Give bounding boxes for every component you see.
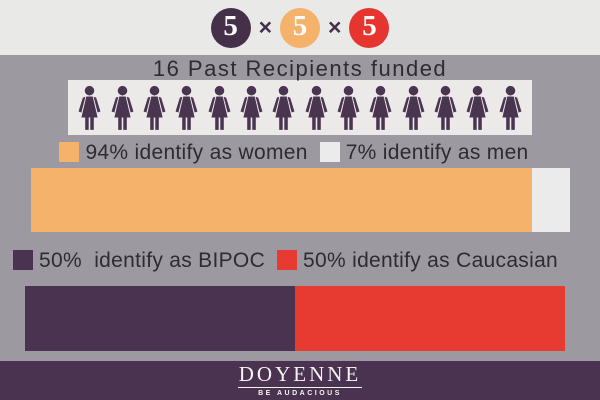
woman-icon bbox=[499, 85, 522, 130]
bar-segment-men bbox=[532, 168, 570, 232]
gender-legend: 94% identify as women 7% identify as men bbox=[0, 140, 600, 164]
legend-swatch-caucasian bbox=[277, 250, 298, 270]
woman-icon bbox=[111, 85, 134, 130]
logo-circle-purple: 5 bbox=[210, 7, 251, 48]
woman-icon bbox=[337, 85, 360, 130]
chart-area: 16 Past Recipients funded bbox=[0, 55, 600, 361]
brand-tagline: BE AUDACIOUS bbox=[258, 390, 342, 397]
logo-circle-red: 5 bbox=[349, 7, 390, 48]
woman-icon bbox=[434, 85, 457, 130]
legend-swatch-women bbox=[59, 142, 80, 162]
woman-icon bbox=[208, 85, 231, 130]
footer-band: DOYENNE BE AUDACIOUS bbox=[0, 361, 600, 400]
woman-icon bbox=[143, 85, 166, 130]
woman-icon bbox=[272, 85, 295, 130]
woman-icon bbox=[240, 85, 263, 130]
logo-circle-orange: 5 bbox=[280, 7, 320, 48]
pictograph-row bbox=[68, 80, 532, 135]
woman-icon bbox=[369, 85, 392, 130]
woman-icon bbox=[305, 85, 328, 130]
legend-label-men: 7% identify as men bbox=[345, 140, 529, 164]
brand-wordmark: DOYENNE bbox=[237, 362, 363, 388]
bar-segment-bipoc bbox=[25, 286, 295, 351]
multiply-icon: × bbox=[328, 14, 342, 40]
logo-banner: 5 × 5 × 5 bbox=[0, 0, 600, 55]
legend-label-women: 94% identify as women bbox=[85, 140, 308, 164]
multiply-icon: × bbox=[258, 14, 272, 40]
brand-lockup: DOYENNE BE AUDACIOUS bbox=[237, 362, 363, 397]
woman-icon bbox=[175, 85, 198, 130]
race-bar bbox=[25, 286, 565, 351]
page-title: 16 Past Recipients funded bbox=[152, 56, 448, 81]
bar-segment-caucasian bbox=[295, 286, 565, 351]
legend-label-caucasian: 50% identify as Caucasian bbox=[303, 248, 559, 272]
woman-icon bbox=[402, 85, 425, 130]
legend-swatch-men bbox=[319, 142, 340, 162]
legend-label-bipoc: 50% identify as BIPOC bbox=[39, 248, 266, 272]
woman-icon bbox=[78, 85, 101, 130]
woman-icon bbox=[466, 85, 489, 130]
legend-swatch-bipoc bbox=[13, 250, 33, 270]
gender-bar bbox=[30, 168, 570, 232]
bar-segment-women bbox=[30, 168, 533, 232]
race-legend: 50% identify as BIPOC 50% identify as Ca… bbox=[0, 247, 600, 273]
